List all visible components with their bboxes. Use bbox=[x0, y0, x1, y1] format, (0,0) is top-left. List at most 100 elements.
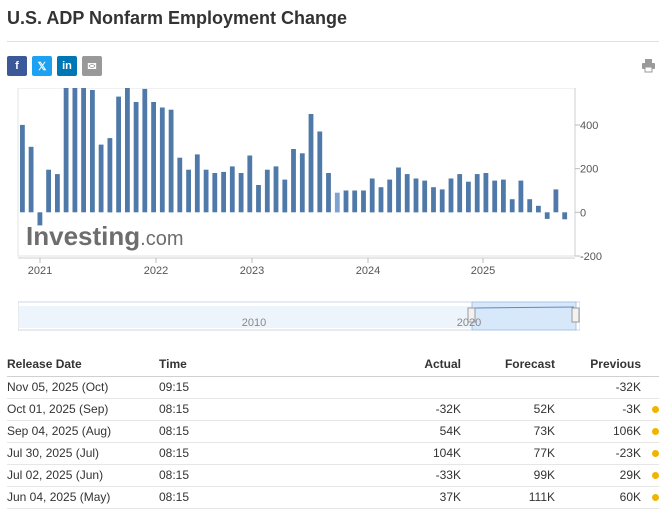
chart-bar[interactable] bbox=[221, 171, 226, 213]
chart-bar[interactable] bbox=[361, 190, 366, 213]
chart-bar[interactable] bbox=[186, 169, 191, 213]
release-date-cell: Jul 30, 2025 (Jul) bbox=[7, 442, 159, 465]
chart-bar[interactable] bbox=[107, 138, 113, 213]
alert-dot-icon[interactable] bbox=[652, 494, 659, 502]
chart-bar[interactable] bbox=[448, 178, 454, 213]
chart-bar[interactable] bbox=[72, 88, 78, 213]
chart-bar[interactable] bbox=[387, 179, 393, 213]
chart-bar[interactable] bbox=[527, 199, 533, 213]
header-release-date[interactable]: Release Date bbox=[7, 353, 159, 377]
chart-bar[interactable] bbox=[256, 185, 261, 213]
alert-dot-icon[interactable] bbox=[652, 406, 659, 414]
chart-bar[interactable] bbox=[431, 187, 436, 213]
chart-bar[interactable] bbox=[466, 181, 471, 213]
chart-bar[interactable] bbox=[343, 190, 349, 213]
chart-bar[interactable] bbox=[125, 88, 130, 213]
chart-bar[interactable] bbox=[20, 124, 25, 213]
chart-bar[interactable] bbox=[492, 180, 498, 213]
chart-bar[interactable] bbox=[378, 187, 384, 213]
chart-bar[interactable] bbox=[203, 169, 209, 213]
chart-bar[interactable] bbox=[396, 167, 401, 213]
chart-bar[interactable] bbox=[46, 169, 51, 213]
chart-bar[interactable] bbox=[413, 178, 419, 213]
forecast-cell: 111K bbox=[461, 486, 555, 509]
chart-bar[interactable] bbox=[483, 173, 489, 213]
chart-bar[interactable] bbox=[229, 166, 235, 213]
chart-bar[interactable] bbox=[212, 173, 218, 213]
chart-bar[interactable] bbox=[299, 153, 305, 213]
header-actual[interactable]: Actual bbox=[339, 353, 461, 377]
table-header-row: Release Date Time Actual Forecast Previo… bbox=[7, 353, 659, 377]
chart-bar[interactable] bbox=[81, 88, 86, 213]
chart-bar[interactable] bbox=[326, 173, 331, 213]
facebook-share-button[interactable]: f bbox=[7, 56, 27, 76]
chart-bar[interactable] bbox=[317, 131, 323, 213]
chart-bar[interactable] bbox=[55, 174, 60, 213]
navigator-left-handle[interactable] bbox=[467, 307, 476, 323]
chart-bar[interactable] bbox=[37, 212, 43, 226]
chart-bar[interactable] bbox=[404, 174, 410, 213]
header-forecast[interactable]: Forecast bbox=[461, 353, 555, 377]
range-navigator[interactable]: 2010 2020 bbox=[18, 300, 580, 332]
y-tick-label: -200 bbox=[580, 251, 602, 263]
chart-bar[interactable] bbox=[247, 155, 253, 213]
chart-bar[interactable] bbox=[509, 199, 515, 213]
chart-bar[interactable] bbox=[133, 102, 139, 213]
chart-bar[interactable] bbox=[282, 179, 288, 213]
release-date-cell: Nov 05, 2025 (Oct) bbox=[7, 376, 159, 399]
chart-bar[interactable] bbox=[194, 154, 200, 213]
chart-bar[interactable] bbox=[334, 192, 340, 213]
alert-dot-icon[interactable] bbox=[652, 472, 659, 480]
alert-dot-icon[interactable] bbox=[652, 450, 659, 458]
chart-bar[interactable] bbox=[264, 169, 270, 213]
chart-bar[interactable] bbox=[536, 205, 541, 213]
chart-bar[interactable] bbox=[238, 173, 244, 213]
actual-cell: 54K bbox=[339, 420, 461, 443]
chart-bar[interactable] bbox=[159, 107, 165, 213]
x-tick-label: 2024 bbox=[356, 265, 380, 277]
linkedin-share-button[interactable]: in bbox=[57, 56, 77, 76]
forecast-cell: 73K bbox=[461, 420, 555, 443]
navigator-right-handle[interactable] bbox=[571, 307, 580, 323]
alert-cell bbox=[641, 420, 659, 443]
chart-bar[interactable] bbox=[544, 212, 550, 219]
watermark-text: Investing.com bbox=[26, 221, 183, 251]
table-row: Oct 01, 2025 (Sep) 08:15 -32K 52K -3K bbox=[7, 398, 659, 421]
chart-bar[interactable] bbox=[439, 189, 445, 213]
table-row: Jul 02, 2025 (Jun) 08:15 -33K 99K 29K bbox=[7, 464, 659, 487]
chart-bar[interactable] bbox=[501, 179, 506, 213]
time-cell: 08:15 bbox=[159, 464, 339, 487]
page-title: U.S. ADP Nonfarm Employment Change bbox=[7, 8, 348, 28]
chart-bar[interactable] bbox=[273, 166, 279, 213]
email-share-button[interactable]: ✉ bbox=[82, 56, 102, 76]
chart-bar[interactable] bbox=[63, 88, 69, 213]
print-icon[interactable] bbox=[641, 58, 656, 73]
alert-dot-icon[interactable] bbox=[652, 428, 659, 436]
chart-bar[interactable] bbox=[474, 174, 480, 213]
chart-bar[interactable] bbox=[422, 180, 428, 213]
alert-cell bbox=[641, 398, 659, 421]
chart-bar[interactable] bbox=[90, 90, 95, 213]
chart-bar[interactable] bbox=[518, 180, 524, 213]
actual-cell: 104K bbox=[339, 442, 461, 465]
header-time[interactable]: Time bbox=[159, 353, 339, 377]
chart-bar[interactable] bbox=[457, 174, 463, 213]
chart-bar[interactable] bbox=[98, 144, 104, 213]
previous-cell: -32K bbox=[555, 376, 641, 399]
chart-bar[interactable] bbox=[168, 109, 174, 213]
header-previous[interactable]: Previous bbox=[555, 353, 641, 377]
twitter-share-button[interactable]: 𝕏 bbox=[32, 56, 52, 76]
chart-bar[interactable] bbox=[291, 149, 296, 213]
chart-bar[interactable] bbox=[369, 178, 375, 213]
chart-bar[interactable] bbox=[352, 190, 358, 213]
alert-cell bbox=[641, 376, 659, 399]
chart-bar[interactable] bbox=[553, 189, 559, 213]
chart-bar[interactable] bbox=[562, 212, 568, 220]
chart-bar[interactable] bbox=[177, 157, 183, 213]
chart-bar[interactable] bbox=[151, 102, 156, 213]
chart-bar[interactable] bbox=[142, 88, 148, 213]
navigator-selection[interactable] bbox=[471, 301, 577, 331]
chart-bar[interactable] bbox=[308, 114, 314, 213]
chart-bar[interactable] bbox=[116, 96, 121, 213]
chart-bar[interactable] bbox=[28, 146, 34, 213]
